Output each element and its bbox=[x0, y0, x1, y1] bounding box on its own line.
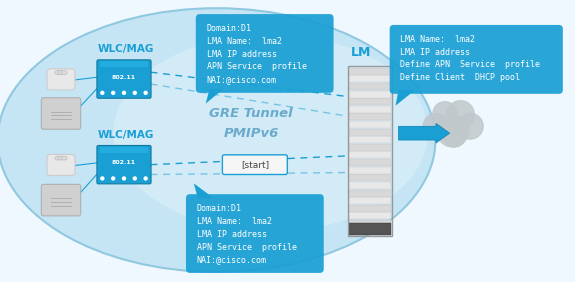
FancyBboxPatch shape bbox=[350, 190, 390, 197]
FancyArrow shape bbox=[398, 123, 450, 143]
Ellipse shape bbox=[61, 156, 67, 160]
Circle shape bbox=[122, 177, 125, 180]
FancyBboxPatch shape bbox=[350, 76, 390, 82]
Circle shape bbox=[447, 101, 474, 128]
Circle shape bbox=[437, 115, 469, 147]
FancyBboxPatch shape bbox=[350, 205, 390, 212]
FancyBboxPatch shape bbox=[350, 91, 390, 98]
Circle shape bbox=[144, 91, 147, 94]
Circle shape bbox=[144, 177, 147, 180]
FancyBboxPatch shape bbox=[101, 61, 148, 67]
Text: Domain:D1
LMA Name:  lma2
LMA IP address
APN Service  profile
NAI:@cisco.com: Domain:D1 LMA Name: lma2 LMA IP address … bbox=[197, 204, 297, 265]
Text: 802.11: 802.11 bbox=[112, 160, 136, 165]
Circle shape bbox=[458, 113, 483, 139]
Circle shape bbox=[101, 177, 104, 180]
Ellipse shape bbox=[58, 156, 64, 160]
FancyBboxPatch shape bbox=[350, 136, 390, 143]
FancyBboxPatch shape bbox=[350, 182, 390, 189]
FancyBboxPatch shape bbox=[350, 98, 390, 105]
FancyBboxPatch shape bbox=[223, 155, 288, 175]
Circle shape bbox=[122, 91, 125, 94]
FancyBboxPatch shape bbox=[350, 144, 390, 151]
FancyBboxPatch shape bbox=[350, 212, 390, 219]
FancyBboxPatch shape bbox=[186, 194, 324, 273]
FancyBboxPatch shape bbox=[47, 69, 75, 90]
FancyBboxPatch shape bbox=[41, 184, 80, 216]
Text: Domain:D1
LMA Name:  lma2
LMA IP address
APN Service  profile
NAI:@cisco.com: Domain:D1 LMA Name: lma2 LMA IP address … bbox=[206, 24, 306, 84]
FancyBboxPatch shape bbox=[390, 25, 563, 94]
FancyBboxPatch shape bbox=[350, 106, 390, 113]
FancyBboxPatch shape bbox=[196, 14, 334, 93]
FancyBboxPatch shape bbox=[350, 83, 390, 90]
Text: 802.11: 802.11 bbox=[112, 74, 136, 80]
Circle shape bbox=[133, 177, 136, 180]
FancyBboxPatch shape bbox=[350, 220, 390, 227]
Circle shape bbox=[112, 91, 114, 94]
Ellipse shape bbox=[55, 70, 61, 74]
Circle shape bbox=[101, 91, 104, 94]
FancyBboxPatch shape bbox=[350, 129, 390, 136]
FancyBboxPatch shape bbox=[97, 60, 151, 98]
Text: LM: LM bbox=[351, 46, 371, 60]
Polygon shape bbox=[194, 183, 213, 198]
FancyBboxPatch shape bbox=[97, 146, 151, 184]
Text: LMA Name:  lma2
LMA IP address
Define APN  Service  profile
Define Client  DHCP : LMA Name: lma2 LMA IP address Define APN… bbox=[400, 35, 540, 82]
FancyBboxPatch shape bbox=[350, 68, 390, 75]
FancyBboxPatch shape bbox=[350, 174, 390, 181]
FancyBboxPatch shape bbox=[350, 159, 390, 166]
Ellipse shape bbox=[0, 8, 435, 272]
Text: GRE Tunnel
PMIPv6: GRE Tunnel PMIPv6 bbox=[209, 107, 293, 140]
Circle shape bbox=[433, 102, 457, 125]
FancyBboxPatch shape bbox=[41, 98, 80, 129]
Text: WLC/MAG: WLC/MAG bbox=[98, 130, 154, 140]
FancyBboxPatch shape bbox=[350, 228, 390, 235]
Polygon shape bbox=[206, 89, 223, 104]
Ellipse shape bbox=[58, 70, 64, 74]
FancyBboxPatch shape bbox=[47, 155, 75, 175]
Polygon shape bbox=[396, 90, 415, 106]
Ellipse shape bbox=[55, 156, 61, 160]
FancyBboxPatch shape bbox=[350, 113, 390, 120]
FancyBboxPatch shape bbox=[350, 167, 390, 174]
Circle shape bbox=[423, 113, 448, 139]
FancyBboxPatch shape bbox=[101, 147, 148, 153]
Ellipse shape bbox=[113, 35, 428, 232]
FancyBboxPatch shape bbox=[350, 151, 390, 158]
Circle shape bbox=[133, 91, 136, 94]
FancyBboxPatch shape bbox=[350, 197, 390, 204]
FancyBboxPatch shape bbox=[350, 223, 390, 235]
Ellipse shape bbox=[61, 70, 67, 74]
Circle shape bbox=[112, 177, 114, 180]
Circle shape bbox=[444, 125, 465, 147]
Text: WLC/MAG: WLC/MAG bbox=[98, 45, 154, 54]
FancyBboxPatch shape bbox=[350, 121, 390, 128]
Text: [start]: [start] bbox=[241, 160, 269, 169]
